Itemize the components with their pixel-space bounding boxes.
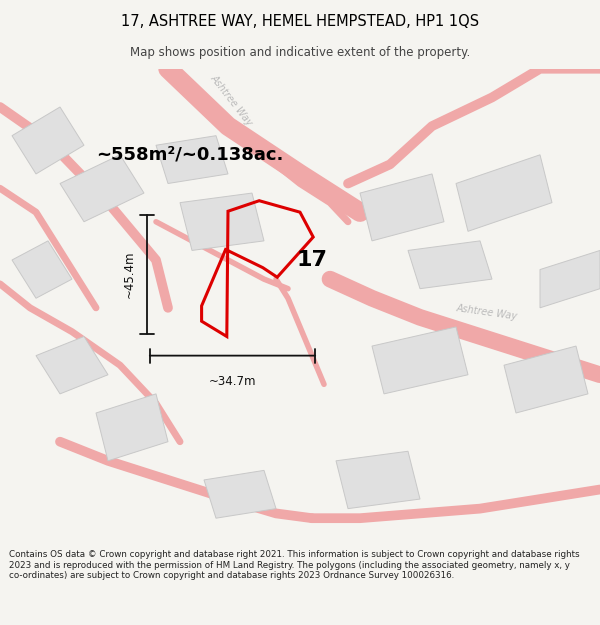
Polygon shape [204,471,276,518]
Text: ~45.4m: ~45.4m [123,251,136,298]
Text: ~34.7m: ~34.7m [209,375,256,388]
Text: Contains OS data © Crown copyright and database right 2021. This information is : Contains OS data © Crown copyright and d… [9,550,580,580]
Polygon shape [12,107,84,174]
Polygon shape [504,346,588,413]
Polygon shape [540,251,600,308]
Text: 17: 17 [296,250,328,270]
Polygon shape [60,155,144,222]
Polygon shape [456,155,552,231]
Text: ~558m²/~0.138ac.: ~558m²/~0.138ac. [96,146,283,164]
Polygon shape [36,336,108,394]
Polygon shape [12,241,72,298]
Polygon shape [156,136,228,184]
Polygon shape [180,193,264,251]
Polygon shape [408,241,492,289]
Polygon shape [360,174,444,241]
Text: 17, ASHTREE WAY, HEMEL HEMPSTEAD, HP1 1QS: 17, ASHTREE WAY, HEMEL HEMPSTEAD, HP1 1Q… [121,14,479,29]
Polygon shape [336,451,420,509]
Polygon shape [96,394,168,461]
Text: Ashtree Way: Ashtree Way [208,72,254,127]
Text: Ashtree Way: Ashtree Way [456,303,518,322]
Text: Map shows position and indicative extent of the property.: Map shows position and indicative extent… [130,46,470,59]
Polygon shape [372,327,468,394]
